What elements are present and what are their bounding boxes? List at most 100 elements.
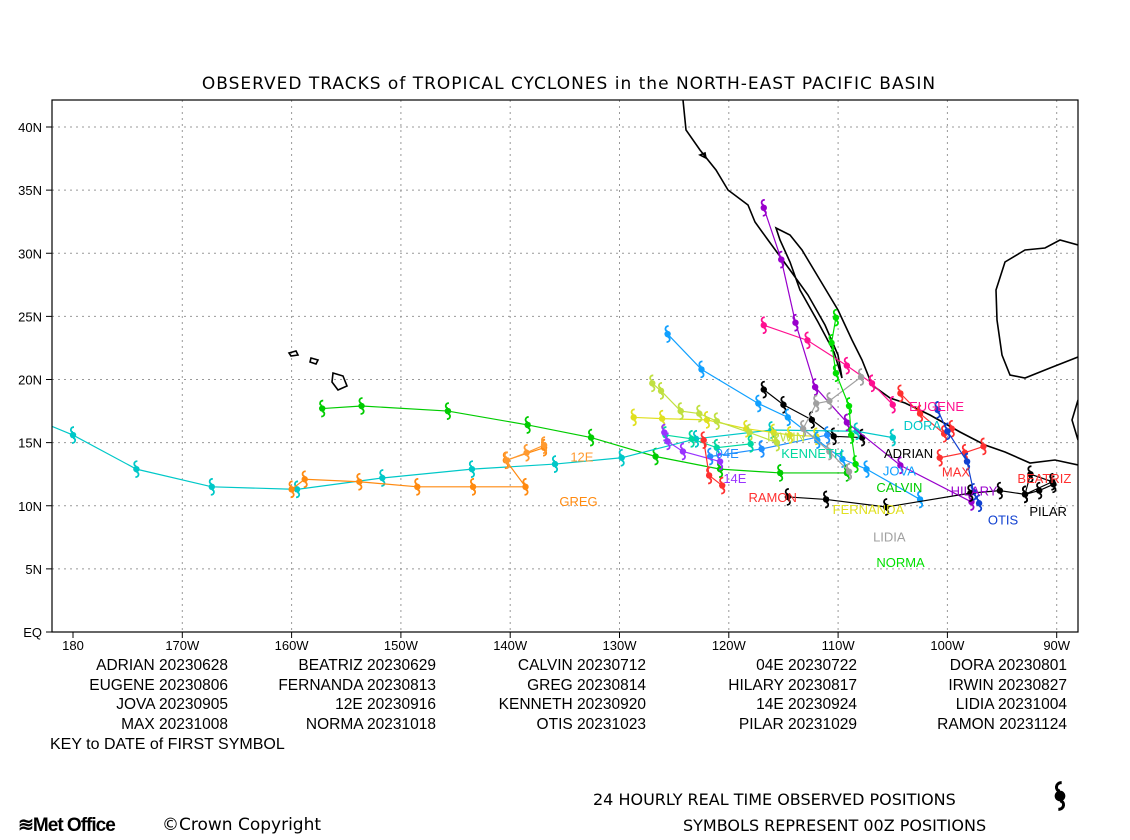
storm-position-marker xyxy=(777,250,786,269)
key-date: 20230712 xyxy=(577,657,646,674)
x-tick-label: 150W xyxy=(384,638,419,653)
track-line xyxy=(830,317,857,465)
storm-label: PILAR xyxy=(1029,504,1067,519)
key-date: 20230722 xyxy=(788,657,857,674)
storm-track-04e xyxy=(706,426,832,466)
storm-position-marker xyxy=(935,448,944,467)
storm-position-marker xyxy=(697,360,706,379)
y-tick-label: 5N xyxy=(25,562,42,577)
key-date: 20231018 xyxy=(367,715,436,733)
storm-position-marker xyxy=(132,460,141,479)
storm-position-marker xyxy=(746,434,755,453)
storm-track-hilary xyxy=(759,198,976,511)
storm-label: KENNETH xyxy=(781,446,843,461)
y-tick-label: 35N xyxy=(18,183,42,198)
storm-track-dora xyxy=(0,397,897,499)
y-tick-label: 40N xyxy=(18,120,42,135)
x-tick-label: 130W xyxy=(603,638,638,653)
key-storm-name: NORMA xyxy=(305,715,363,733)
storm-position-marker xyxy=(803,331,812,350)
storm-position-marker xyxy=(522,443,531,462)
storm-position-marker xyxy=(823,426,832,444)
storm-label: 12E xyxy=(570,450,593,465)
key-entry: 04E 20230722 xyxy=(756,657,857,675)
storm-track-fernanda xyxy=(629,408,821,446)
storm-position-marker xyxy=(783,408,792,427)
storm-label: RAMON xyxy=(748,490,796,505)
key-date: 20231124 xyxy=(999,715,1067,733)
storm-position-marker xyxy=(995,481,1004,500)
key-title: KEY to DATE of FIRST SYMBOL xyxy=(50,736,285,753)
key-date: 20230924 xyxy=(788,696,857,713)
x-tick-label: 90W xyxy=(1043,638,1070,653)
coastlines xyxy=(287,100,1078,466)
storm-position-marker xyxy=(856,368,866,386)
storm-position-marker xyxy=(979,437,988,456)
storm-position-marker xyxy=(851,455,860,473)
key-entry: DORA 20230801 xyxy=(950,657,1067,675)
key-date: 20230801 xyxy=(998,657,1067,674)
storm-track-norma xyxy=(827,308,860,473)
key-date: 20230813 xyxy=(367,676,436,694)
key-storm-name: MAX xyxy=(121,715,155,733)
coastline-gulf-of-mexico xyxy=(995,239,1078,379)
key-date: 20231029 xyxy=(788,715,857,733)
storm-labels: ADRIAN BEATRIZ CALVIN 04E DORA EUGENE FERNANDA… xyxy=(559,399,1071,570)
storm-position-marker xyxy=(355,472,364,491)
key-storm-name: EUGENE xyxy=(89,676,155,694)
storm-label: 04E xyxy=(716,446,739,461)
logo-waves-icon: ≋ xyxy=(18,815,34,836)
storm-track-ramon xyxy=(699,431,727,495)
key-date: 20230817 xyxy=(788,676,857,694)
storm-position-marker xyxy=(523,416,532,434)
storm-track-irwin xyxy=(648,374,781,452)
storm-position-marker xyxy=(617,448,626,467)
storm-track-calvin xyxy=(318,397,851,482)
y-tick-label: 25N xyxy=(18,309,42,324)
storm-position-marker xyxy=(676,402,685,420)
copyright: ©Crown Copyright xyxy=(162,815,322,835)
storm-track-otis xyxy=(933,400,984,513)
track-line xyxy=(802,376,862,473)
y-tick-label: 10N xyxy=(18,499,42,514)
storm-position-marker xyxy=(0,397,3,413)
storm-label: EUGENE xyxy=(909,399,964,414)
storm-position-marker xyxy=(702,410,712,429)
track-line xyxy=(52,425,893,490)
storm-position-marker xyxy=(754,394,763,413)
storm-position-marker xyxy=(821,490,831,509)
met-office-logo: ≋Met Office xyxy=(18,815,116,836)
storm-position-marker xyxy=(811,378,820,396)
storm-position-marker xyxy=(705,466,714,485)
x-tick-label: 170W xyxy=(165,638,200,653)
storm-position-marker xyxy=(1020,485,1030,504)
key-storm-name: LIDIA xyxy=(955,696,994,713)
storm-label: LIDIA xyxy=(873,529,906,544)
key-entry: RAMON 20231124 xyxy=(937,716,1067,734)
key-entry: OTIS 20231023 xyxy=(537,716,646,734)
storm-position-marker xyxy=(550,455,560,473)
key-entry: CALVIN 20230712 xyxy=(518,657,646,675)
storm-position-marker xyxy=(656,381,666,400)
storm-position-marker xyxy=(776,464,785,482)
key-entry: KENNETH 20230920 xyxy=(499,696,646,714)
key-entry: NORMA 20231018 xyxy=(306,716,436,734)
storm-position-marker xyxy=(651,447,660,466)
key-date: 20231004 xyxy=(998,696,1067,713)
storm-position-marker xyxy=(629,408,638,427)
y-tick-label: 15N xyxy=(18,436,42,451)
storm-label: HILARY xyxy=(951,484,998,499)
storm-position-marker xyxy=(502,451,512,470)
storm-position-marker xyxy=(207,477,216,496)
storm-label: IRWIN xyxy=(767,429,805,444)
key-date: 20230806 xyxy=(159,676,228,694)
key-entry: 12E 20230916 xyxy=(335,696,436,714)
key-date: 20230814 xyxy=(577,676,646,694)
key-date: 20230916 xyxy=(367,696,436,713)
key-storm-name: 04E xyxy=(756,657,784,674)
storm-label: ADRIAN xyxy=(884,446,933,461)
axis-ticks: 180 170W 160W 150W 140W 130W 120W 110W 100W 90W EQ… xyxy=(18,120,1071,653)
key-entry: PILAR 20231029 xyxy=(739,716,857,734)
x-tick-label: 180 xyxy=(62,638,84,653)
